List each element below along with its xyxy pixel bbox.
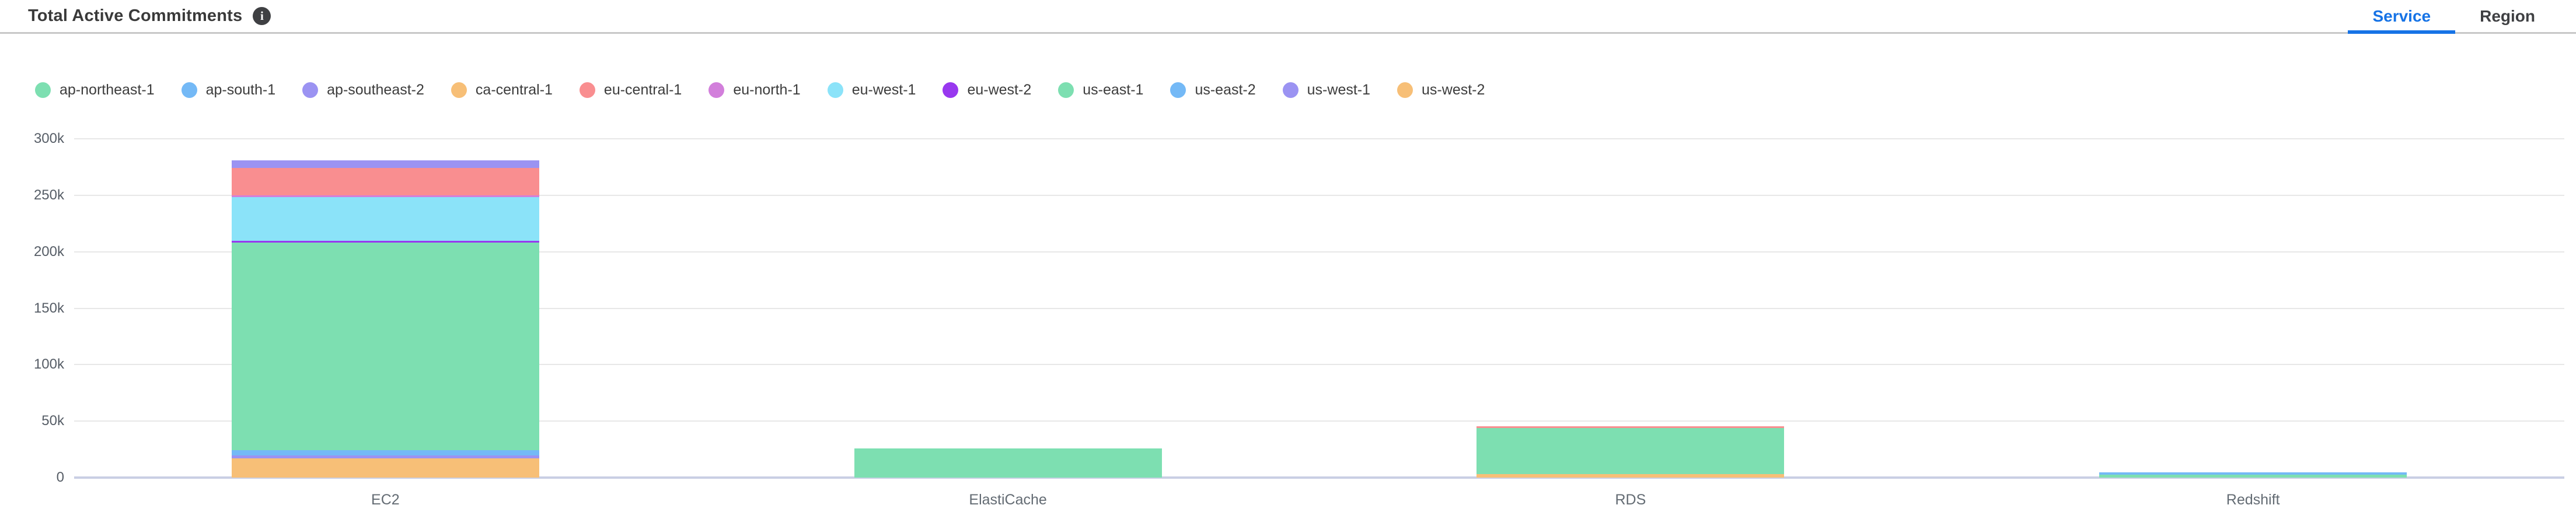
y-tick-label: 0 [56, 469, 64, 485]
bar-segment-EC2-eu-central-1[interactable] [231, 168, 539, 195]
legend-item-eu-central-1[interactable]: eu-central-1 [579, 82, 682, 99]
y-tick-label: 300k [33, 131, 64, 146]
tab-region[interactable]: Region [2480, 6, 2535, 25]
bar-segment-Redshift-ap-south-1[interactable] [2099, 472, 2407, 475]
y-tick-label: 200k [33, 243, 64, 259]
legend-label: ap-south-1 [205, 82, 276, 98]
legend-item-ca-central-1[interactable]: ca-central-1 [451, 82, 553, 99]
legend-label: us-east-1 [1083, 82, 1144, 98]
legend-dot-icon [708, 82, 725, 98]
legend-dot-icon [35, 82, 51, 98]
legend-label: us-east-2 [1195, 82, 1256, 98]
x-axis-line [74, 476, 2564, 479]
bar-segment-EC2-us-east-1[interactable] [231, 242, 539, 450]
legend-item-us-east-1[interactable]: us-east-1 [1058, 82, 1143, 99]
y-tick-label: 250k [33, 187, 64, 203]
gridline [74, 138, 2564, 139]
legend-item-eu-west-1[interactable]: eu-west-1 [827, 82, 916, 99]
bar-segment-EC2-us-west-1[interactable] [231, 455, 539, 459]
legend-item-eu-west-2[interactable]: eu-west-2 [943, 82, 1031, 99]
legend-dot-icon [943, 82, 959, 98]
bar-segment-EC2-ap-southeast-2[interactable] [231, 160, 539, 169]
y-tick-label: 100k [33, 356, 64, 373]
legend-label: eu-west-2 [967, 82, 1032, 98]
legend-dot-icon [451, 82, 467, 98]
legend-label: ap-southeast-2 [327, 82, 424, 98]
legend-dot-icon [181, 82, 197, 98]
legend-dot-icon [1282, 82, 1299, 98]
legend-label: ca-central-1 [475, 82, 553, 98]
bar-segment-RDS-eu-central-1[interactable] [1477, 426, 1785, 428]
category-label-EC2: EC2 [371, 492, 400, 508]
y-tick-label: 150k [33, 300, 64, 316]
legend-label: us-west-1 [1307, 82, 1371, 98]
gridline [74, 194, 2564, 196]
legend-label: eu-central-1 [603, 82, 682, 98]
bar-segment-EC2-us-east-2[interactable] [231, 450, 539, 455]
gridline [74, 251, 2564, 253]
legend-item-us-west-1[interactable]: us-west-1 [1282, 82, 1371, 99]
legend-item-ap-south-1[interactable]: ap-south-1 [181, 82, 276, 99]
bar-segment-EC2-eu-west-1[interactable] [231, 197, 539, 241]
bar-segment-ElastiCache-us-east-1[interactable] [854, 448, 1162, 478]
legend-label: ap-northeast-1 [60, 82, 155, 98]
gridline [74, 420, 2564, 422]
gridline [74, 364, 2564, 366]
chart-legend: ap-northeast-1 ap-south-1 ap-southeast-2 ca… [35, 82, 2553, 99]
legend-item-ap-southeast-2[interactable]: ap-southeast-2 [302, 82, 424, 99]
legend-item-us-east-2[interactable]: us-east-2 [1170, 82, 1256, 99]
legend-dot-icon [302, 82, 319, 98]
bar-segment-EC2-eu-north-1[interactable] [231, 195, 539, 197]
legend-dot-icon [1397, 82, 1413, 98]
legend-label: eu-west-1 [851, 82, 916, 98]
tab-service[interactable]: Service [2348, 0, 2455, 34]
gridline [74, 307, 2564, 309]
y-tick-label: 50k [41, 413, 64, 429]
legend-label: eu-north-1 [733, 82, 801, 98]
legend-item-eu-north-1[interactable]: eu-north-1 [708, 82, 801, 99]
legend-dot-icon [1170, 82, 1186, 98]
bar-segment-RDS-us-west-2[interactable] [1477, 474, 1785, 478]
info-icon[interactable]: i [253, 7, 271, 25]
category-label-Redshift: Redshift [2226, 492, 2280, 508]
tab-bar: Service Region [2348, 0, 2560, 34]
legend-dot-icon [827, 82, 843, 98]
legend-item-us-west-2[interactable]: us-west-2 [1397, 82, 1485, 99]
legend-item-ap-northeast-1[interactable]: ap-northeast-1 [35, 82, 155, 99]
category-label-RDS: RDS [1615, 492, 1646, 508]
bar-segment-EC2-us-west-2[interactable] [231, 458, 539, 478]
bar-segment-Redshift-us-east-1[interactable] [2099, 475, 2407, 478]
legend-dot-icon [579, 82, 595, 98]
page-title: Total Active Commitments [28, 6, 243, 25]
bar-segment-RDS-us-east-1[interactable] [1477, 427, 1785, 475]
category-label-ElastiCache: ElastiCache [969, 492, 1047, 508]
legend-label: us-west-2 [1422, 82, 1485, 98]
panel-header: Total Active Commitments i Service Regio… [0, 0, 2576, 34]
bar-segment-EC2-eu-west-2[interactable] [231, 241, 539, 243]
legend-dot-icon [1058, 82, 1074, 98]
